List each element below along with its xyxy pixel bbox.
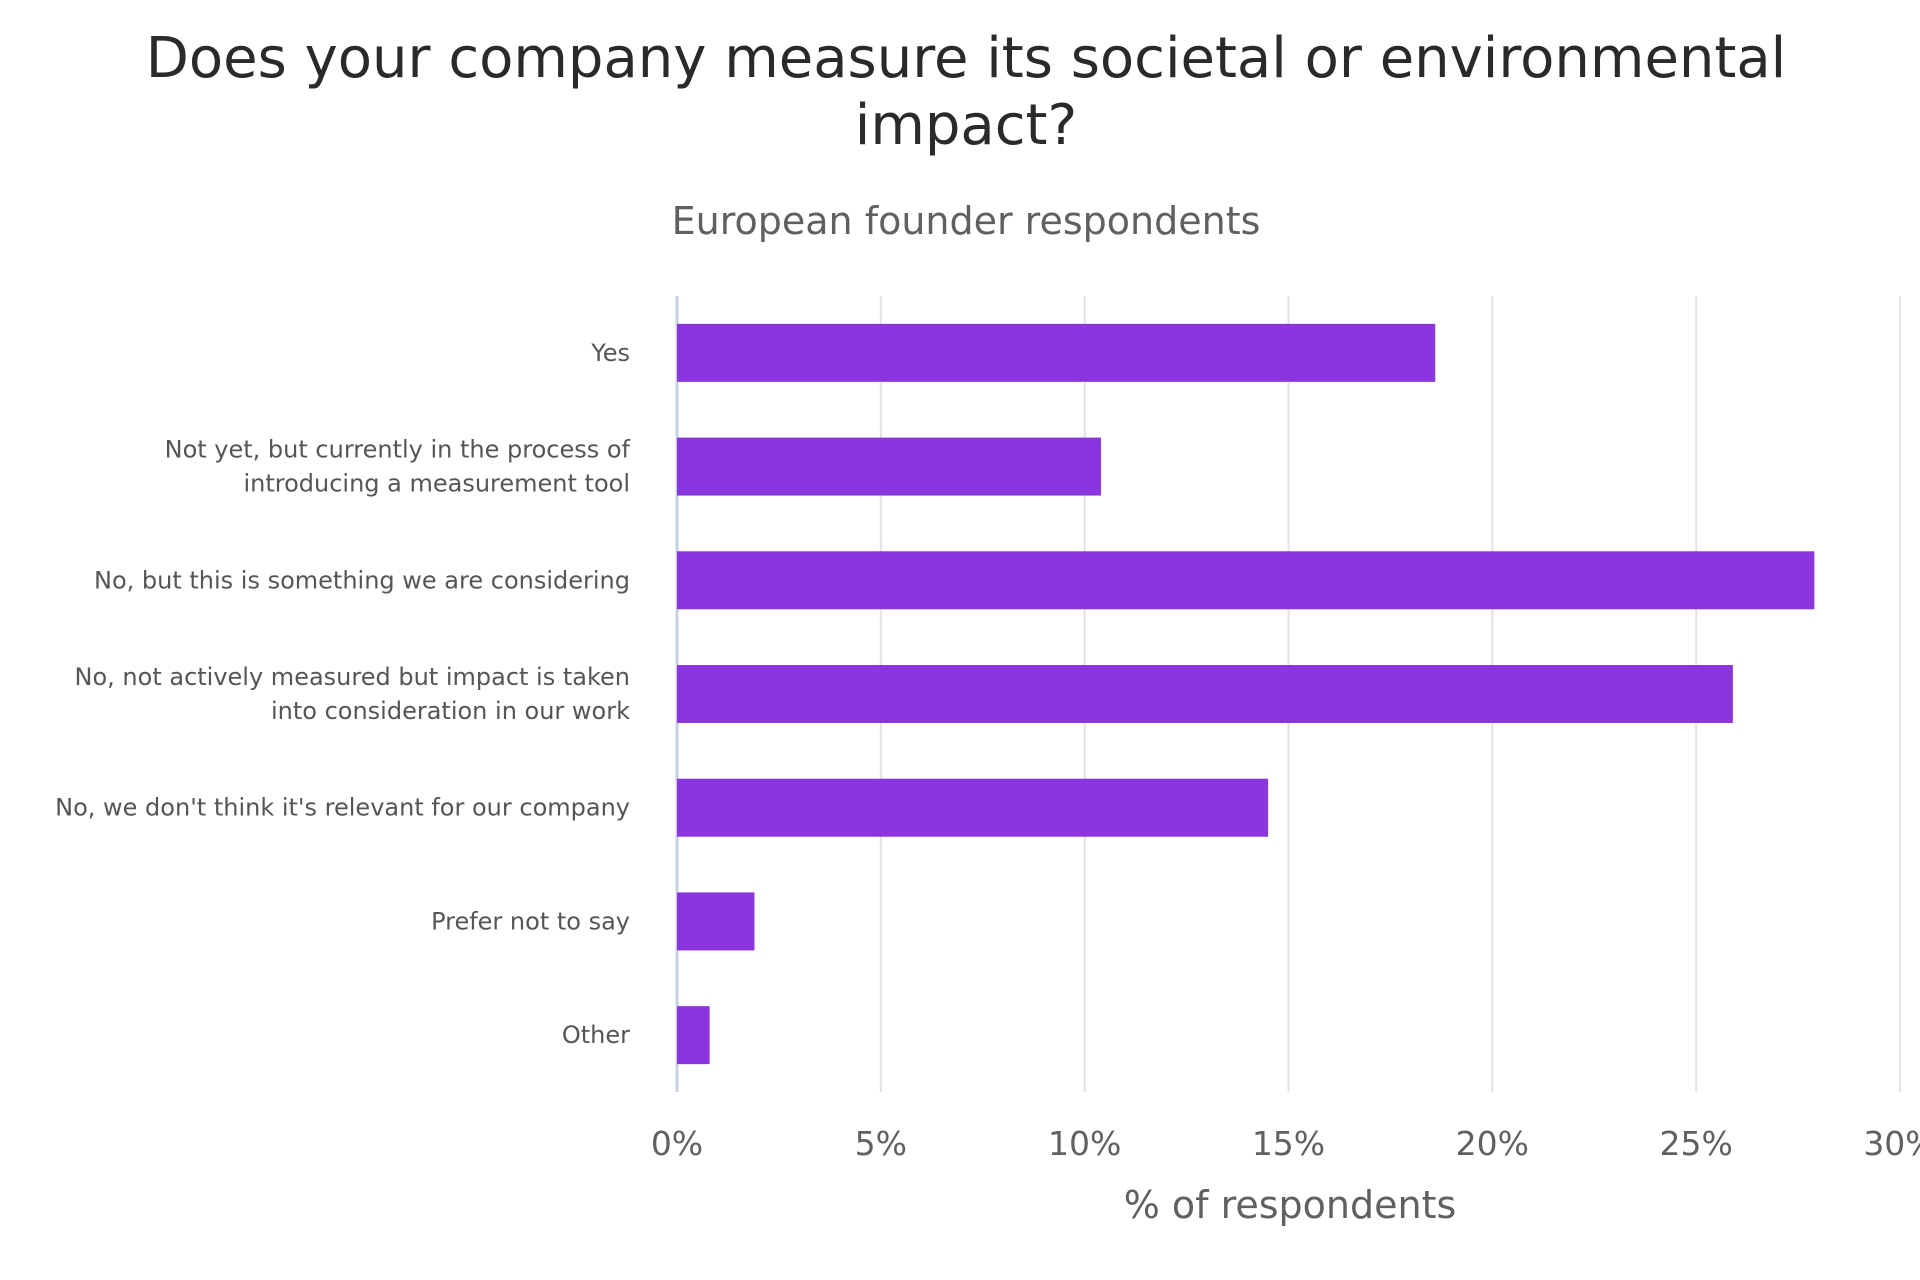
bars xyxy=(677,323,1815,1065)
x-tick-label: 20% xyxy=(1456,1124,1529,1163)
x-tick-label: 5% xyxy=(855,1124,907,1163)
category-label: No, not actively measured but impact is … xyxy=(75,663,630,691)
x-axis-title: % of respondents xyxy=(1124,1183,1457,1227)
bar xyxy=(677,551,1815,610)
category-label: Yes xyxy=(590,339,630,367)
x-tick-label: 0% xyxy=(651,1124,703,1163)
x-tick-label: 30% xyxy=(1863,1124,1920,1163)
category-label: No, we don't think it's relevant for our… xyxy=(55,794,630,822)
category-label: Not yet, but currently in the process of xyxy=(165,436,631,464)
x-tick-label: 10% xyxy=(1048,1124,1121,1163)
bar xyxy=(677,665,1733,723)
category-label: introducing a measurement tool xyxy=(243,470,630,498)
chart-subtitle: European founder respondents xyxy=(672,199,1261,243)
category-label: into consideration in our work xyxy=(271,697,630,725)
bar xyxy=(677,323,1436,382)
chart-title-line-1: Does your company measure its societal o… xyxy=(146,26,1786,91)
x-axis-ticks: 0% 5% 10% 15% 20% 25% 30% xyxy=(651,1124,1920,1163)
chart-title-line-2: impact? xyxy=(855,93,1077,158)
category-label: Prefer not to say xyxy=(431,907,630,935)
bar xyxy=(677,1006,710,1065)
x-tick-label: 25% xyxy=(1659,1124,1732,1163)
x-tick-label: 15% xyxy=(1252,1124,1325,1163)
category-labels: Yes Not yet, but currently in the process… xyxy=(55,339,630,1049)
category-label: No, but this is something we are conside… xyxy=(94,566,630,594)
category-label: Other xyxy=(562,1021,630,1049)
bar xyxy=(677,778,1269,837)
bar xyxy=(677,437,1101,496)
bar xyxy=(677,892,755,951)
